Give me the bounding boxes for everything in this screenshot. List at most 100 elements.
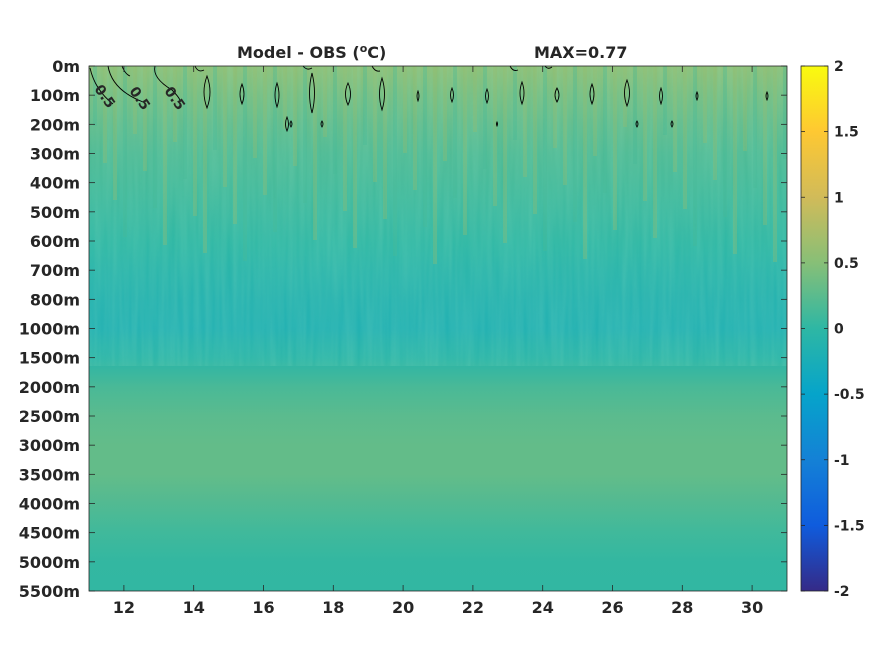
- colorbar-tick-label: 1.5: [834, 125, 859, 141]
- contour-line: [554, 87, 560, 103]
- y-tick-label: 400m: [30, 174, 80, 193]
- colorbar-tick-label: -1.5: [834, 518, 865, 534]
- surface-stripe: [223, 66, 227, 187]
- y-tick-label: 5000m: [19, 553, 80, 572]
- surface-stripe: [123, 66, 127, 237]
- y-tick-label: 0m: [52, 57, 80, 76]
- x-tick-label: 20: [392, 598, 414, 617]
- surface-stripe: [103, 66, 107, 163]
- contour-line: [239, 82, 245, 106]
- contour-line: [289, 120, 293, 128]
- surface-stripe: [183, 66, 187, 179]
- surface-stripe: [113, 66, 117, 200]
- y-tick-label: 3000m: [19, 436, 80, 455]
- surface-stripe: [403, 66, 407, 153]
- surface-stripe: [643, 66, 647, 201]
- surface-stripe: [283, 66, 287, 129]
- x-tick-label: 16: [252, 598, 274, 617]
- contour-lines: [89, 65, 769, 133]
- surface-stripe: [783, 66, 787, 159]
- surface-stripe: [673, 66, 677, 172]
- surface-stripe: [313, 66, 317, 240]
- contour-line: [544, 65, 553, 69]
- contour-line: [416, 89, 420, 103]
- contour-line: [509, 65, 519, 71]
- contour-line: [309, 72, 315, 114]
- contour-label-layer: 0.5 0.5 0.5: [91, 82, 188, 114]
- contour-line: [320, 120, 324, 128]
- surface-stripe: [163, 66, 167, 245]
- x-tick-label: 12: [113, 598, 135, 617]
- surface-stripe: [343, 66, 347, 211]
- surface-stripe: [723, 66, 727, 217]
- surface-stripe: [363, 66, 367, 145]
- y-tick-label: 100m: [30, 86, 80, 105]
- colorbar-tick-label: 0.5: [834, 256, 859, 272]
- surface-stripe: [613, 66, 617, 230]
- surface-stripe: [533, 66, 537, 214]
- contour-line: [345, 81, 351, 107]
- y-tick-label: 4500m: [19, 524, 80, 543]
- surface-stripe: [263, 66, 267, 195]
- surface-stripe: [443, 66, 447, 161]
- surface-stripe: [203, 66, 207, 253]
- surface-stripes: [93, 66, 787, 264]
- y-tick-label: 1000m: [19, 320, 80, 339]
- surface-stripe: [213, 66, 217, 150]
- surface-stripe: [293, 66, 297, 166]
- x-tick-label: 26: [601, 598, 623, 617]
- surface-stripe: [413, 66, 417, 190]
- surface-stripe: [233, 66, 237, 224]
- surface-stripe: [383, 66, 387, 219]
- chart-max-label: MAX=0.77: [534, 43, 628, 62]
- y-tick-label: 300m: [30, 145, 80, 164]
- x-tick-label: 28: [671, 598, 693, 617]
- contour-line: [450, 86, 454, 104]
- colorbar-gradient: [800, 65, 829, 592]
- contour-line: [203, 74, 211, 110]
- y-tick-label: 3500m: [19, 465, 80, 484]
- surface-stripe: [653, 66, 657, 238]
- y-tick-label: 4000m: [19, 495, 80, 514]
- contour-line: [485, 87, 489, 105]
- x-tick-label: 18: [322, 598, 344, 617]
- y-tick-label: 800m: [30, 290, 80, 309]
- y-tick-label: 5500m: [19, 582, 80, 601]
- chart-title-unit-sup: o: [360, 42, 368, 55]
- surface-stripe: [693, 66, 697, 246]
- y-axis: 0m 100m 200m 300m 400m 500m 600m 700m 800m 1000m 1…: [19, 57, 787, 601]
- contour-line: [194, 65, 205, 72]
- x-tick-label: 30: [741, 598, 763, 617]
- y-tick-label: 2000m: [19, 378, 80, 397]
- surface-stripe: [603, 66, 607, 193]
- contour-line: [765, 90, 769, 102]
- surface-stripe: [493, 66, 497, 206]
- surface-stripe: [173, 66, 177, 142]
- plot-area: 0.5 0.5 0.5: [88, 65, 788, 592]
- contour-line: [519, 80, 525, 106]
- surface-stripe: [333, 66, 337, 174]
- surface-stripe: [683, 66, 687, 209]
- y-tick-label: 600m: [30, 232, 80, 251]
- y-tick-label: 1500m: [19, 349, 80, 368]
- contour-line: [154, 65, 181, 101]
- surface-stripe: [743, 66, 747, 151]
- x-tick-label: 14: [183, 598, 205, 617]
- surface-stripe: [93, 66, 97, 126]
- surface-stripe: [513, 66, 517, 140]
- surface-stripe: [573, 66, 577, 222]
- x-tick-label: 22: [462, 598, 484, 617]
- surface-stripe: [303, 66, 307, 203]
- contour-line: [635, 120, 639, 128]
- surface-stripe: [243, 66, 247, 261]
- contour-line: [274, 81, 280, 109]
- surface-stripe: [773, 66, 777, 262]
- surface-stripe: [373, 66, 377, 182]
- surface-stripe: [713, 66, 717, 180]
- contour-line: [624, 78, 630, 108]
- contour-line: [589, 82, 595, 106]
- surface-stripe: [563, 66, 567, 185]
- surface-stripe: [133, 66, 137, 134]
- y-tick-label: 700m: [30, 261, 80, 280]
